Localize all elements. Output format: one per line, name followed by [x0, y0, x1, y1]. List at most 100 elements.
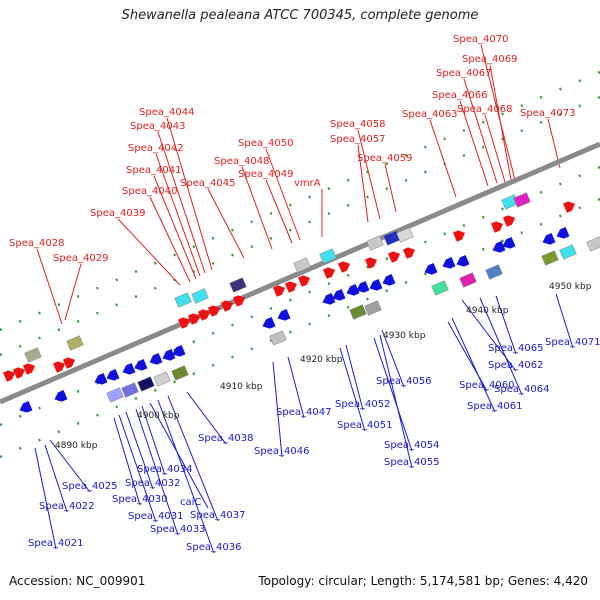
reverse-gene-arrow [54, 390, 68, 402]
reverse-gene-arrow [542, 233, 556, 245]
leader-line [135, 408, 179, 536]
gene-feature-box [229, 277, 247, 293]
gene-label-lower: caiC [180, 497, 201, 508]
gene-feature-box [66, 335, 84, 351]
reverse-gene-arrow [492, 241, 506, 253]
leader-line [495, 295, 517, 355]
gene-label-upper: Spea_4073 [520, 108, 575, 119]
gene-label-lower: Spea_4031 [128, 511, 183, 522]
gene-label-upper: Spea_4063 [402, 109, 457, 120]
leader-line [117, 218, 181, 286]
accession-text: Accession: NC_009901 [9, 574, 146, 588]
forward-gene-arrow [562, 201, 576, 213]
gene-label-upper: Spea_4041 [126, 165, 181, 176]
gene-label-upper: Spea_4040 [122, 186, 177, 197]
forward-gene-arrow [232, 295, 246, 307]
leader-line [149, 402, 209, 509]
reverse-gene-arrow [94, 373, 108, 385]
forward-gene-arrow [272, 285, 286, 297]
gene-label-upper: Spea_4068 [457, 104, 512, 115]
forward-gene-arrow [177, 317, 191, 329]
gene-label-upper: Spea_4049 [238, 169, 293, 180]
forward-gene-arrow [207, 305, 221, 317]
reverse-gene-arrow [149, 353, 163, 365]
leader-line [357, 144, 369, 223]
reverse-gene-arrow [162, 349, 176, 361]
track-dash-line [0, 95, 600, 357]
leader-line [44, 444, 68, 513]
leader-line [345, 344, 364, 411]
gene-label-upper: Spea_4070 [453, 34, 508, 45]
gene-labels: Spea_4028Spea_4029Spea_4039Spea_4040Spea… [9, 34, 600, 553]
gene-label-lower: Spea_4060 [459, 380, 514, 391]
reverse-gene-arrow [556, 227, 570, 239]
leader-line [272, 361, 283, 458]
gene-label-lower: Spea_4047 [276, 407, 331, 418]
gene-label-upper: Spea_4066 [432, 90, 487, 101]
forward-gene-arrow [22, 363, 36, 375]
forward-gene-arrow [337, 261, 351, 273]
gene-feature-box [106, 387, 124, 403]
gene-feature-box [171, 365, 189, 381]
gene-label-upper: Spea_4043 [130, 121, 185, 132]
kbp-tick-label: 4890 kbp [55, 441, 98, 451]
forward-gene-arrow [52, 361, 66, 373]
gene-feature-box [364, 300, 382, 316]
gene-label-lower: Spea_4071 [545, 337, 600, 348]
leader-line [429, 119, 457, 198]
gene-label-lower: Spea_4065 [488, 343, 543, 354]
kbp-ticks: 4890 kbp 4900 kbp 4910 kbp 4920 kbp 4930 kbp… [55, 282, 592, 451]
gene-feature-box [269, 330, 287, 346]
gene-label-upper: Spea_4069 [462, 54, 517, 65]
gene-label-lower: Spea_4052 [335, 399, 390, 410]
gene-feature-box [153, 371, 171, 387]
leader-line [463, 78, 498, 184]
gene-label-upper: Spea_4057 [330, 134, 385, 145]
leader-line [125, 411, 154, 490]
leader-line [384, 163, 397, 213]
kbp-tick-label: 4900 kbp [137, 411, 180, 421]
gene-feature-box [513, 192, 531, 208]
leader-line [287, 356, 305, 419]
leader-line [265, 148, 301, 241]
gene-label-lower: Spea_4056 [376, 376, 431, 387]
leader-line [141, 405, 166, 476]
gene-feature-box [349, 304, 367, 320]
leader-line [113, 417, 141, 506]
genome-backbone-line [0, 141, 600, 405]
leader-line [459, 100, 489, 187]
reverse-gene-arrow [456, 255, 470, 267]
reverse-gene-arrow [106, 369, 120, 381]
gene-feature-box [559, 244, 577, 260]
reverse-gene-arrow [19, 401, 33, 413]
gene-feature-box [24, 347, 42, 363]
reverse-gene-arrow [442, 257, 456, 269]
gene-label-lower: Spea_4054 [384, 440, 439, 451]
gene-label-lower: Spea_4062 [488, 360, 543, 371]
reverse-gene-arrow [277, 309, 291, 321]
reverse-gene-arrow [356, 281, 370, 293]
gene-label-lower: Spea_4025 [62, 481, 117, 492]
reverse-gene-arrow [369, 279, 383, 291]
gene-label-lower: Spea_4022 [39, 501, 94, 512]
reverse-gene-arrow [502, 237, 516, 249]
kbp-tick-label: 4950 kbp [549, 282, 592, 292]
gene-label-upper: Spea_4042 [128, 143, 183, 154]
reverse-gene-arrow [122, 363, 136, 375]
forward-gene-arrow [387, 251, 401, 263]
gene-label-lower: Spea_4046 [254, 446, 309, 457]
forward-gene-arrow [220, 300, 234, 312]
gene-label-upper: vmrA [294, 178, 321, 189]
forward-gene-arrow [364, 257, 378, 269]
gene-label-lower: Spea_4038 [198, 433, 253, 444]
gene-feature-box [293, 257, 311, 273]
reverse-gene-arrow [382, 274, 396, 286]
gene-feature-box [431, 280, 449, 296]
leader-line [479, 297, 523, 396]
gene-label-upper: Spea_4029 [53, 253, 108, 264]
map-title: Shewanella pealeana ATCC 700345, complet… [121, 8, 479, 23]
gene-label-upper: Spea_4039 [90, 208, 145, 219]
leader-line [157, 399, 215, 554]
forward-gene-arrow [402, 247, 416, 259]
